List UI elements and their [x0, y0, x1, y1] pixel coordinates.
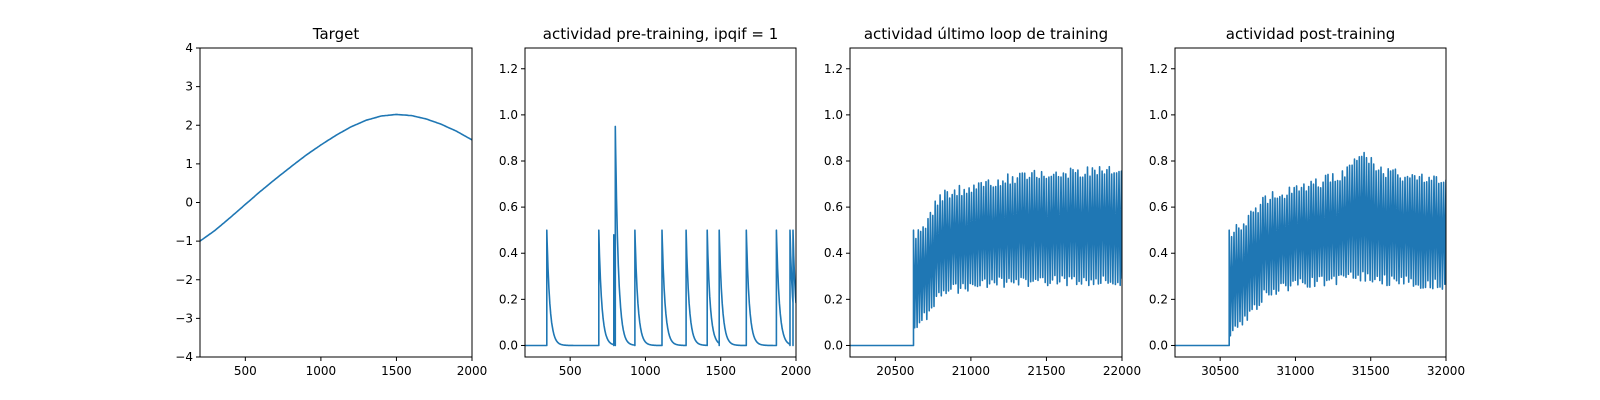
- y-tick-label: 1.0: [499, 108, 518, 122]
- y-tick-label: 0.0: [499, 338, 518, 352]
- y-tick-label: 0.6: [1149, 200, 1168, 214]
- x-tick-label: 1500: [705, 364, 736, 378]
- subplot-1: −4 −3 −2 −1 0 1 2 3 4 500 1000 1500 2000 Target: [175, 25, 487, 378]
- subplot-title: actividad pre-training, ipqif = 1: [543, 25, 779, 43]
- y-tick-label: 0.4: [824, 246, 843, 260]
- subplot-title: actividad último loop de training: [864, 25, 1108, 43]
- subplot-2: 0.0 0.2 0.4 0.6 0.8 1.0 1.2 500 1000 1500 2000 acti…: [499, 25, 811, 378]
- y-tick-label: 1.0: [1149, 108, 1168, 122]
- y-tick-label: 0.4: [499, 246, 518, 260]
- subplot-4: 0.0 0.2 0.4 0.6 0.8 1.0 1.2 30500 31000 31500 3200…: [1149, 25, 1465, 378]
- y-tick-label: 0.8: [499, 154, 518, 168]
- y-tick-label: −2: [175, 273, 193, 287]
- axes-frame: [524, 47, 797, 358]
- y-tick-label: 0.2: [499, 292, 518, 306]
- subplot-title: actividad post-training: [1226, 25, 1395, 43]
- x-tick-label: 31000: [1276, 364, 1314, 378]
- y-tick-label: 0.8: [824, 154, 843, 168]
- x-tick-label: 21500: [1027, 364, 1065, 378]
- x-tick-label: 2000: [457, 364, 488, 378]
- x-tick-label: 1000: [630, 364, 661, 378]
- axes-frame: [1174, 47, 1447, 358]
- y-tick-label: 0: [185, 196, 193, 210]
- y-tick-label: −4: [175, 350, 193, 364]
- y-tick-label: 0.8: [1149, 154, 1168, 168]
- y-tick-label: 0.2: [1149, 292, 1168, 306]
- y-tick-label: 0.0: [824, 338, 843, 352]
- y-tick-label: 0.6: [499, 200, 518, 214]
- x-tick-label: 20500: [876, 364, 914, 378]
- axes-frame: [199, 47, 473, 358]
- series-line-2: [525, 125, 796, 347]
- y-tick-label: −3: [175, 311, 193, 325]
- y-tick-label: 0.4: [1149, 246, 1168, 260]
- subplot-title: Target: [312, 25, 360, 43]
- y-tick-label: 1.2: [1149, 62, 1168, 76]
- series-line-1: [200, 113, 472, 242]
- y-tick-label: 1.2: [824, 62, 843, 76]
- y-tick-label: 0.6: [824, 200, 843, 214]
- x-tick-label: 1000: [306, 364, 337, 378]
- y-tick-label: −1: [175, 234, 193, 248]
- x-tick-label: 22000: [1103, 364, 1141, 378]
- series-line-4: [1175, 151, 1446, 347]
- y-tick-label: 0.2: [824, 292, 843, 306]
- subplot-3: 0.0 0.2 0.4 0.6 0.8 1.0 1.2 20500 21000 21500 2200…: [824, 25, 1141, 378]
- y-tick-label: 1.2: [499, 62, 518, 76]
- axes-frame: [849, 47, 1123, 358]
- y-tick-label: 1: [185, 157, 193, 171]
- y-tick-label: 0.0: [1149, 338, 1168, 352]
- y-tick-label: 1.0: [824, 108, 843, 122]
- y-tick-label: 3: [185, 80, 193, 94]
- x-tick-label: 30500: [1201, 364, 1239, 378]
- x-tick-label: 21000: [952, 364, 990, 378]
- x-tick-label: 1500: [381, 364, 412, 378]
- series-line-3: [850, 165, 1122, 347]
- x-tick-label: 500: [234, 364, 257, 378]
- x-tick-label: 31500: [1352, 364, 1390, 378]
- y-tick-label: 4: [185, 41, 193, 55]
- y-tick-label: 2: [185, 118, 193, 132]
- x-tick-label: 2000: [781, 364, 812, 378]
- x-tick-label: 500: [559, 364, 582, 378]
- x-tick-label: 32000: [1427, 364, 1465, 378]
